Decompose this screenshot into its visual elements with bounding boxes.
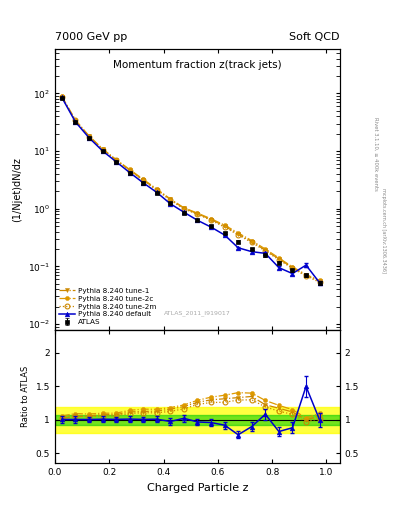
Pythia 8.240 tune-2m [209, 217, 213, 223]
Pythia 8.240 default [263, 250, 268, 257]
Pythia 8.240 tune-1 [290, 265, 295, 271]
Pythia 8.240 default [154, 189, 159, 196]
Line: Pythia 8.240 default: Pythia 8.240 default [59, 95, 322, 285]
Pythia 8.240 tune-2c [114, 157, 118, 163]
Pythia 8.240 tune-1 [304, 272, 309, 279]
Legend: Pythia 8.240 tune-1, Pythia 8.240 tune-2c, Pythia 8.240 tune-2m, Pythia 8.240 de: Pythia 8.240 tune-1, Pythia 8.240 tune-2… [58, 286, 158, 327]
Pythia 8.240 tune-1 [250, 239, 254, 245]
Pythia 8.240 tune-2m [154, 187, 159, 193]
Pythia 8.240 tune-2m [182, 206, 186, 212]
Pythia 8.240 tune-2m [114, 157, 118, 163]
Pythia 8.240 default [59, 94, 64, 100]
Text: Rivet 3.1.10, ≥ 400k events: Rivet 3.1.10, ≥ 400k events [373, 117, 378, 190]
Pythia 8.240 tune-1 [263, 247, 268, 253]
Pythia 8.240 tune-2c [154, 186, 159, 192]
Pythia 8.240 tune-2m [168, 197, 173, 203]
Pythia 8.240 tune-2c [290, 264, 295, 270]
Bar [55, 407, 340, 433]
X-axis label: Charged Particle z: Charged Particle z [147, 483, 248, 493]
Text: mcplots.cern.ch [arXiv:1306.3436]: mcplots.cern.ch [arXiv:1306.3436] [381, 188, 386, 273]
Pythia 8.240 tune-2c [263, 246, 268, 252]
Pythia 8.240 tune-2c [141, 176, 145, 182]
Pythia 8.240 tune-2c [59, 93, 64, 99]
Pythia 8.240 default [73, 119, 78, 125]
Pythia 8.240 tune-2c [277, 255, 281, 261]
Pythia 8.240 tune-2c [86, 133, 91, 139]
Pythia 8.240 tune-1 [317, 278, 322, 284]
Pythia 8.240 default [222, 232, 227, 238]
Pythia 8.240 default [317, 280, 322, 286]
Pythia 8.240 tune-2m [263, 248, 268, 254]
Pythia 8.240 tune-2m [100, 146, 105, 153]
Pythia 8.240 tune-2c [317, 278, 322, 284]
Text: 7000 GeV pp: 7000 GeV pp [55, 32, 127, 42]
Pythia 8.240 tune-1 [73, 118, 78, 124]
Pythia 8.240 tune-2m [59, 94, 64, 100]
Pythia 8.240 default [304, 262, 309, 268]
Y-axis label: Ratio to ATLAS: Ratio to ATLAS [21, 366, 30, 427]
Pythia 8.240 tune-2c [195, 210, 200, 216]
Pythia 8.240 tune-2m [222, 224, 227, 230]
Pythia 8.240 tune-2m [277, 257, 281, 263]
Pythia 8.240 tune-2m [317, 279, 322, 285]
Pythia 8.240 default [182, 209, 186, 216]
Pythia 8.240 tune-2m [195, 211, 200, 218]
Pythia 8.240 tune-2m [127, 167, 132, 174]
Pythia 8.240 tune-1 [59, 94, 64, 100]
Pythia 8.240 tune-1 [100, 146, 105, 152]
Pythia 8.240 default [141, 180, 145, 186]
Pythia 8.240 default [86, 135, 91, 141]
Pythia 8.240 default [236, 245, 241, 251]
Pythia 8.240 tune-2c [222, 222, 227, 228]
Pythia 8.240 tune-1 [168, 197, 173, 203]
Pythia 8.240 tune-2m [290, 265, 295, 271]
Pythia 8.240 tune-1 [195, 210, 200, 217]
Pythia 8.240 default [127, 169, 132, 176]
Pythia 8.240 tune-2c [250, 238, 254, 244]
Pythia 8.240 default [277, 265, 281, 271]
Pythia 8.240 tune-2c [73, 117, 78, 123]
Pythia 8.240 default [114, 159, 118, 165]
Line: Pythia 8.240 tune-1: Pythia 8.240 tune-1 [60, 95, 322, 284]
Pythia 8.240 tune-2c [100, 145, 105, 152]
Text: ATLAS_2011_I919017: ATLAS_2011_I919017 [164, 310, 231, 315]
Pythia 8.240 tune-2c [127, 166, 132, 173]
Text: Soft QCD: Soft QCD [290, 32, 340, 42]
Y-axis label: (1/Njet)dN/dz: (1/Njet)dN/dz [12, 157, 22, 222]
Pythia 8.240 tune-1 [236, 231, 241, 238]
Pythia 8.240 tune-1 [277, 256, 281, 262]
Pythia 8.240 tune-1 [182, 205, 186, 211]
Pythia 8.240 tune-2m [236, 232, 241, 238]
Text: Momentum fraction z(track jets): Momentum fraction z(track jets) [113, 60, 282, 70]
Pythia 8.240 tune-1 [86, 133, 91, 139]
Pythia 8.240 tune-2m [304, 273, 309, 279]
Pythia 8.240 default [168, 201, 173, 207]
Pythia 8.240 tune-1 [141, 177, 145, 183]
Pythia 8.240 tune-2c [209, 216, 213, 222]
Pythia 8.240 default [195, 217, 200, 223]
Pythia 8.240 default [209, 224, 213, 230]
Bar [55, 415, 340, 424]
Pythia 8.240 tune-1 [154, 186, 159, 193]
Pythia 8.240 tune-2c [236, 230, 241, 236]
Pythia 8.240 tune-2m [73, 117, 78, 123]
Pythia 8.240 tune-1 [127, 167, 132, 173]
Pythia 8.240 default [100, 148, 105, 154]
Pythia 8.240 tune-1 [114, 157, 118, 163]
Line: Pythia 8.240 tune-2c: Pythia 8.240 tune-2c [60, 94, 322, 283]
Pythia 8.240 tune-2c [182, 205, 186, 211]
Pythia 8.240 tune-2c [168, 196, 173, 202]
Pythia 8.240 tune-2c [304, 271, 309, 278]
Pythia 8.240 tune-1 [222, 223, 227, 229]
Line: Pythia 8.240 tune-2m: Pythia 8.240 tune-2m [59, 94, 322, 285]
Pythia 8.240 tune-2m [141, 177, 145, 183]
Pythia 8.240 tune-2m [250, 240, 254, 246]
Pythia 8.240 tune-1 [209, 217, 213, 223]
Pythia 8.240 tune-2m [86, 134, 91, 140]
Pythia 8.240 default [290, 270, 295, 276]
Pythia 8.240 default [250, 249, 254, 255]
